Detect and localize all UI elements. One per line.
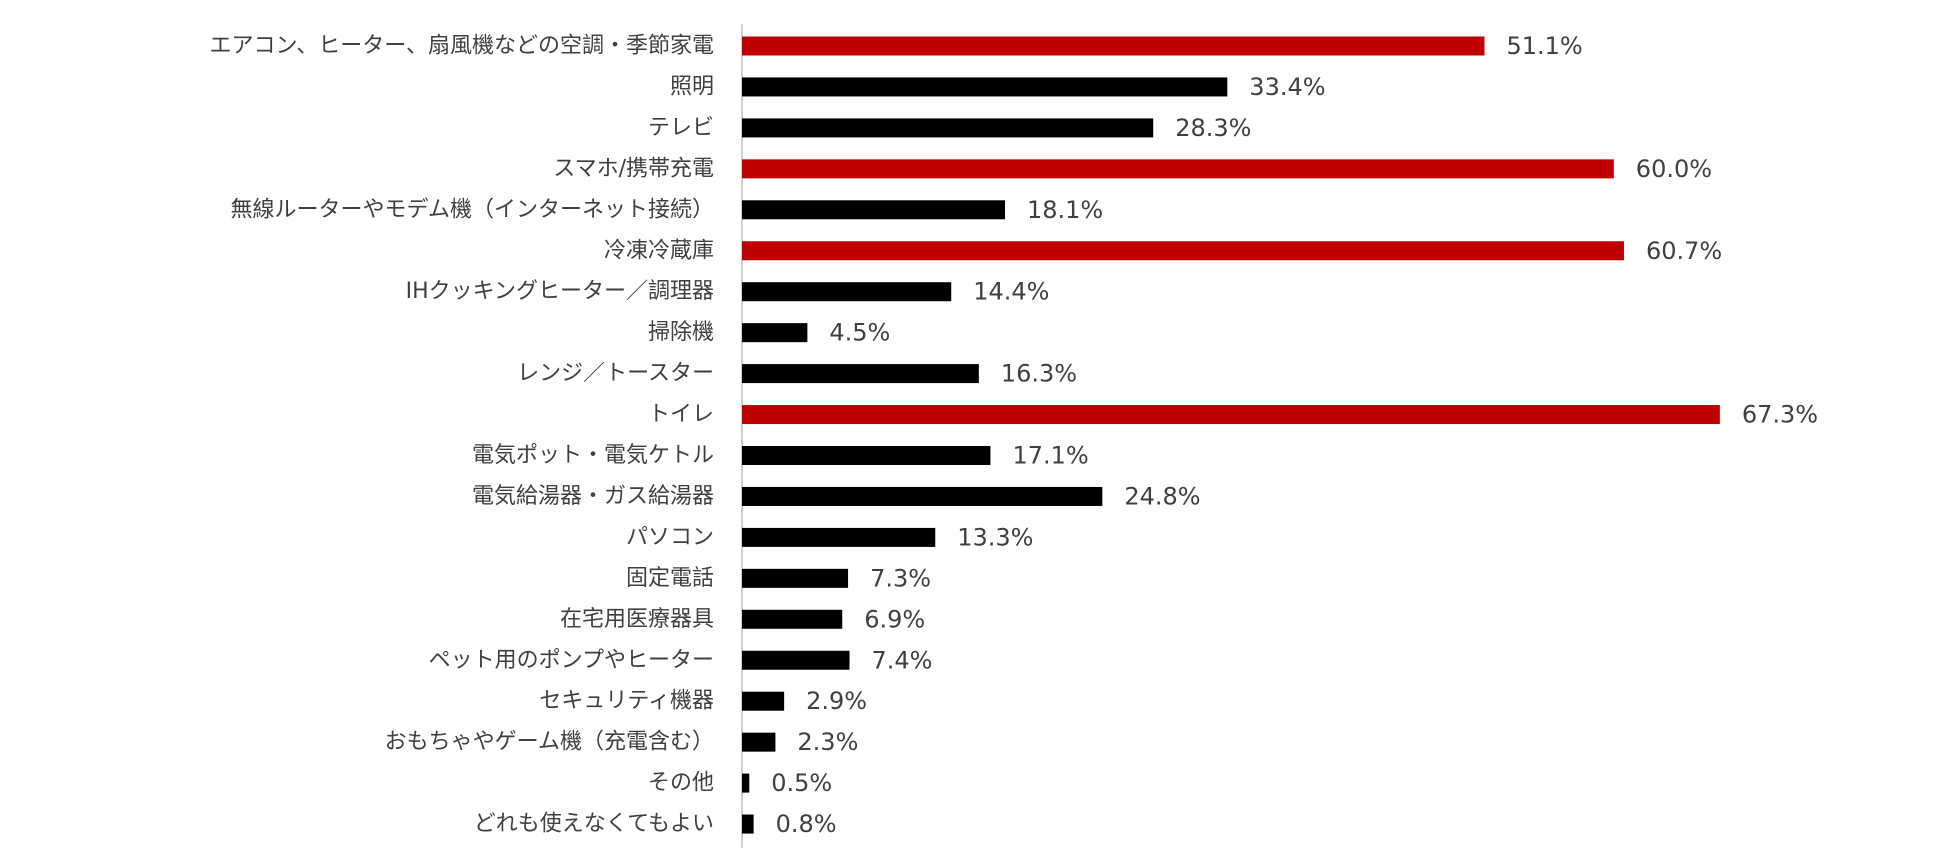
category-label-1: 照明 [670,74,714,99]
value-label-9: 67.3% [1742,401,1818,429]
category-label-16: セキュリティ機器 [539,689,714,714]
bar-17 [742,732,776,752]
bar-3 [742,159,1614,179]
category-label-11: 電気給湯器・ガス給湯器 [472,484,714,509]
value-label-8: 16.3% [1001,360,1077,388]
value-label-18: 0.5% [771,769,832,797]
category-label-9: トイレ [648,402,714,427]
category-label-13: 固定電話 [626,566,714,591]
bar-4 [742,200,1005,220]
value-label-2: 28.3% [1175,114,1251,142]
category-label-14: 在宅用医療器具 [560,607,714,632]
value-label-4: 18.1% [1027,196,1103,224]
category-label-8: レンジ／トースター [517,361,714,386]
value-label-17: 2.3% [797,728,858,756]
bar-8 [742,364,979,384]
bar-9 [742,405,1720,425]
category-labels-group: エアコン、ヒーター、扇風機などの空調・季節家電照明テレビスマホ/携帯充電無線ルー… [210,34,714,837]
value-label-3: 60.0% [1636,155,1712,183]
category-label-7: 掃除機 [648,320,714,345]
category-label-17: おもちゃやゲーム機（充電含む） [385,730,714,755]
value-label-19: 0.8% [776,810,837,838]
category-label-6: IHクッキングヒーター／調理器 [406,279,714,304]
bar-18 [742,773,750,793]
category-label-19: どれも使えなくてもよい [474,812,714,837]
bar-2 [742,118,1154,138]
value-label-13: 7.3% [870,564,931,592]
value-label-11: 24.8% [1124,482,1200,510]
bar-12 [742,527,936,547]
value-label-14: 6.9% [864,605,925,633]
category-label-18: その他 [648,771,714,796]
value-label-15: 7.4% [872,646,933,674]
bar-7 [742,323,808,343]
value-label-1: 33.4% [1249,73,1325,101]
category-label-5: 冷凍冷蔵庫 [604,238,714,263]
value-label-5: 60.7% [1646,237,1722,265]
bar-6 [742,282,952,302]
bar-10 [742,446,991,465]
bar-11 [742,486,1103,506]
value-label-7: 4.5% [829,319,890,347]
bar-16 [742,691,785,711]
category-label-10: 電気ポット・電気ケトル [472,443,714,468]
value-label-12: 13.3% [957,523,1033,551]
bar-15 [742,650,850,670]
category-label-4: 無線ルーターやモデム機（インターネット接続） [230,197,714,222]
category-label-2: テレビ [648,115,714,140]
bar-14 [742,609,843,629]
bar-1 [742,77,1228,97]
bar-5 [742,241,1624,261]
category-label-0: エアコン、ヒーター、扇風機などの空調・季節家電 [210,34,714,59]
value-label-16: 2.9% [806,687,867,715]
value-label-0: 51.1% [1506,32,1582,60]
bar-13 [742,568,849,588]
value-label-10: 17.1% [1012,442,1088,470]
bar-19 [742,814,754,834]
category-label-15: ペット用のポンプやヒーター [429,648,714,673]
category-label-3: スマホ/携帯充電 [553,156,714,181]
bars-group [742,36,1720,834]
bar-0 [742,36,1485,56]
value-label-6: 14.4% [973,278,1049,306]
value-labels-group: 51.1% 33.4% 28.3% 60.0% 18.1% 60.7% 14.4% 4.5% 1… [771,32,1818,838]
category-label-12: パソコン [626,525,714,550]
